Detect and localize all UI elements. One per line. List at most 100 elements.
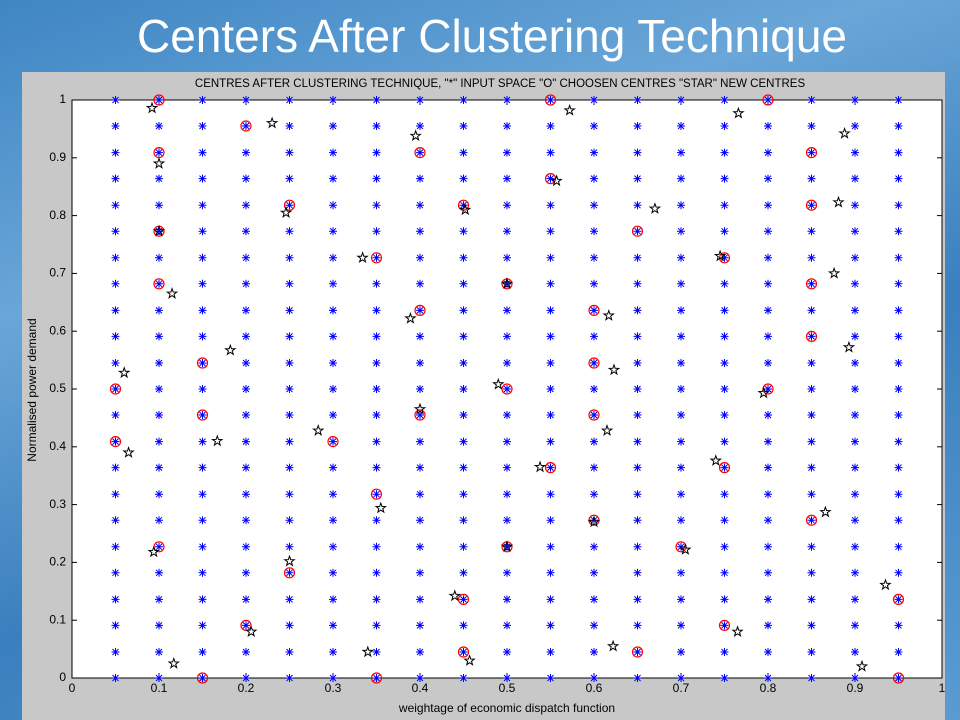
input-point [111, 332, 120, 341]
chosen-centre [370, 488, 383, 500]
input-point [894, 463, 903, 472]
x-tick-label: 0.3 [325, 681, 342, 695]
x-tick-label: 0 [69, 681, 76, 695]
input-point [155, 490, 163, 499]
input-point [329, 306, 337, 315]
input-point [546, 568, 555, 577]
input-point [633, 568, 642, 577]
new-centre [145, 101, 159, 114]
input-point [894, 411, 903, 420]
new-centre [679, 543, 692, 555]
chosen-centre [805, 278, 818, 290]
input-point [416, 201, 424, 210]
input-point [503, 595, 511, 604]
input-point [807, 122, 816, 131]
input-point [677, 201, 685, 210]
input-point [459, 647, 468, 656]
input-point [198, 227, 207, 236]
y-tick-label: 0.7 [49, 266, 66, 280]
input-point [677, 253, 685, 262]
input-point [807, 332, 816, 341]
new-centre [463, 654, 476, 666]
new-centre [563, 103, 576, 116]
input-point [546, 227, 555, 236]
input-point [851, 332, 859, 341]
input-point [329, 148, 337, 157]
chosen-centre [588, 304, 600, 316]
input-point [459, 253, 468, 262]
y-tick-label: 0.6 [49, 323, 66, 337]
input-point [546, 463, 555, 472]
input-point [851, 201, 859, 210]
input-point [764, 516, 772, 525]
new-centre [245, 625, 258, 638]
input-point [503, 332, 511, 341]
input-point [242, 647, 250, 656]
input-point [894, 96, 903, 104]
input-point [590, 332, 598, 341]
input-point [155, 595, 163, 604]
new-centre [838, 126, 851, 139]
input-point [198, 542, 207, 551]
input-point [242, 674, 250, 682]
input-point [633, 516, 642, 525]
input-point [677, 332, 685, 341]
chosen-centre [283, 199, 296, 211]
input-point [242, 201, 250, 210]
input-point [546, 332, 555, 341]
input-point [416, 148, 424, 157]
input-point [242, 96, 250, 104]
new-centre [147, 545, 160, 558]
x-tick-label: 0.9 [847, 681, 864, 695]
chosen-centre [631, 225, 644, 237]
input-point [459, 201, 468, 210]
input-point [155, 174, 163, 183]
input-point [851, 227, 859, 236]
chosen-centre [457, 593, 470, 605]
chosen-centre [327, 435, 339, 448]
new-centre [117, 366, 131, 379]
input-point [590, 463, 598, 472]
input-point [155, 148, 163, 157]
input-point [285, 174, 294, 183]
input-point [242, 358, 250, 367]
chosen-centre [892, 593, 905, 605]
input-point [851, 148, 859, 157]
input-point [285, 385, 294, 393]
input-point [590, 437, 598, 446]
input-point [285, 96, 294, 104]
input-point [198, 148, 207, 157]
input-point [764, 437, 772, 446]
input-point [111, 148, 120, 157]
input-point [764, 463, 772, 472]
input-point [546, 358, 555, 367]
input-point [677, 516, 685, 525]
input-point [285, 279, 294, 288]
input-point [329, 96, 337, 104]
input-point [720, 201, 729, 210]
chosen-centre [457, 646, 470, 658]
input-point [459, 227, 468, 236]
input-point [807, 385, 816, 393]
input-point [546, 516, 555, 525]
new-centre [224, 343, 237, 356]
input-point [198, 516, 207, 525]
input-point [894, 174, 903, 183]
input-point [677, 647, 685, 656]
new-centre [607, 363, 621, 376]
chosen-centre [762, 94, 774, 106]
input-point [807, 358, 816, 367]
input-point [416, 227, 424, 236]
new-centre [459, 203, 472, 216]
input-point [764, 201, 772, 210]
chosen-centre [414, 146, 426, 159]
input-point [633, 306, 642, 315]
input-point [633, 201, 642, 210]
input-point [807, 148, 816, 157]
input-point [285, 411, 294, 420]
input-point [111, 621, 120, 630]
input-point [111, 595, 120, 604]
new-centre [731, 625, 744, 638]
input-point [285, 437, 294, 446]
